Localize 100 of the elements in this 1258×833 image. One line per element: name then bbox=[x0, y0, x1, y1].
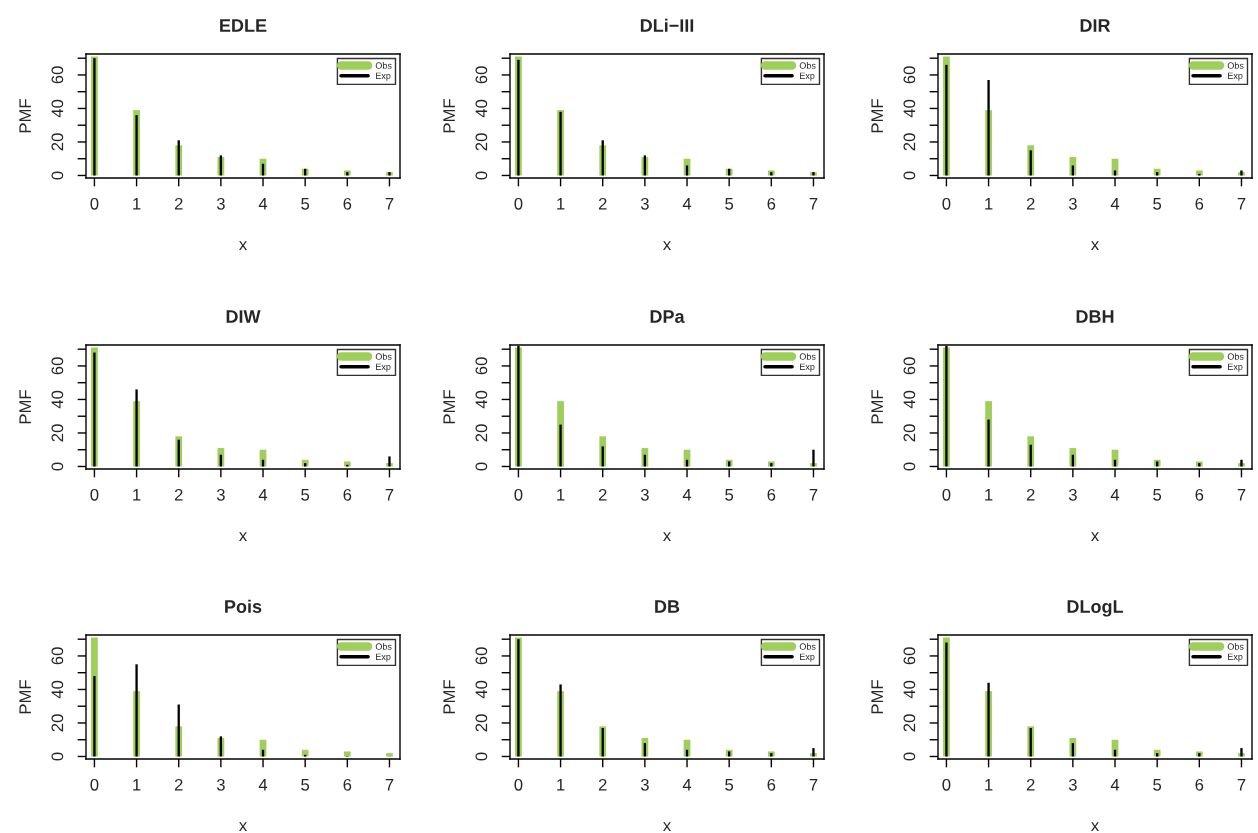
x-tick-label: 1 bbox=[133, 489, 141, 501]
bar bbox=[301, 749, 309, 757]
x-tick-label: 2 bbox=[598, 778, 607, 791]
legend-label: Exp bbox=[376, 363, 391, 372]
chart-title: DLogL bbox=[1067, 600, 1124, 617]
y-axis-title: PMF bbox=[443, 680, 455, 714]
x-tick-label: 6 bbox=[343, 488, 352, 501]
bar bbox=[388, 456, 391, 467]
bar bbox=[1240, 459, 1243, 467]
legend-label: Obs bbox=[375, 62, 392, 69]
chart-title: DLi−III bbox=[640, 18, 694, 32]
bar bbox=[987, 419, 990, 467]
y-tick-label: 60 bbox=[903, 357, 916, 375]
x-tick-label: 3 bbox=[216, 488, 225, 501]
y-tick-label: 20 bbox=[475, 714, 488, 732]
legend-label: Obs bbox=[375, 353, 392, 360]
legend-label: Exp bbox=[376, 72, 391, 81]
y-axis-title: PMF bbox=[19, 390, 31, 424]
x-tick-label: 4 bbox=[682, 779, 692, 791]
y-axis-title: PMF bbox=[19, 680, 31, 714]
x-tick-label: 1 bbox=[985, 489, 993, 501]
legend-label: Exp bbox=[800, 653, 815, 662]
x-tick-label: 0 bbox=[90, 197, 99, 210]
bar bbox=[987, 682, 990, 757]
y-tick-label: 60 bbox=[51, 647, 64, 665]
legend-label: Exp bbox=[1228, 72, 1243, 81]
x-axis-title: x bbox=[663, 532, 671, 542]
legend-label: Obs bbox=[799, 62, 816, 69]
x-tick-label: 7 bbox=[809, 198, 818, 210]
y-tick-label: 60 bbox=[475, 66, 488, 84]
x-tick-label: 5 bbox=[725, 198, 734, 210]
x-tick-label: 5 bbox=[1153, 198, 1162, 210]
y-tick-label: 60 bbox=[51, 357, 64, 375]
x-tick-label: 0 bbox=[514, 197, 523, 210]
x-tick-label: 7 bbox=[1237, 198, 1246, 210]
x-tick-label: 7 bbox=[809, 489, 818, 501]
bar bbox=[812, 748, 815, 757]
y-tick-label: 40 bbox=[475, 99, 488, 118]
x-tick-label: 1 bbox=[133, 779, 141, 791]
x-tick-label: 7 bbox=[385, 779, 394, 791]
x-axis-title: x bbox=[1091, 822, 1099, 832]
x-tick-label: 0 bbox=[90, 488, 99, 501]
chart-title: EDLE bbox=[220, 19, 267, 32]
bar bbox=[135, 389, 138, 467]
x-axis-title: x bbox=[1091, 241, 1099, 251]
y-tick-label: 60 bbox=[475, 647, 488, 665]
bar bbox=[945, 642, 948, 757]
y-tick-label: 20 bbox=[903, 424, 916, 442]
x-tick-label: 1 bbox=[985, 779, 993, 791]
x-tick-label: 3 bbox=[216, 197, 225, 210]
x-tick-label: 7 bbox=[1237, 779, 1246, 791]
x-tick-label: 5 bbox=[301, 779, 310, 791]
y-axis-title: PMF bbox=[19, 99, 31, 133]
x-tick-label: 3 bbox=[640, 778, 649, 791]
chart-title: DB bbox=[655, 600, 680, 613]
y-tick-label: 0 bbox=[51, 462, 64, 471]
y-tick-label: 40 bbox=[903, 99, 916, 118]
bar bbox=[945, 64, 948, 176]
x-axis-title: x bbox=[663, 822, 671, 832]
x-tick-label: 1 bbox=[557, 489, 565, 501]
bar bbox=[343, 751, 351, 757]
x-tick-label: 3 bbox=[640, 488, 649, 501]
legend-label: Obs bbox=[375, 643, 392, 650]
y-tick-label: 0 bbox=[903, 171, 916, 180]
y-tick-label: 40 bbox=[51, 680, 64, 699]
x-tick-label: 3 bbox=[1068, 197, 1077, 210]
y-tick-label: 20 bbox=[475, 133, 488, 151]
x-tick-label: 6 bbox=[767, 778, 776, 791]
y-tick-label: 40 bbox=[51, 390, 64, 409]
x-axis-title: x bbox=[239, 822, 247, 832]
legend-label: Obs bbox=[1227, 353, 1244, 360]
bar bbox=[93, 352, 96, 467]
x-tick-label: 6 bbox=[343, 197, 352, 210]
x-tick-label: 7 bbox=[385, 198, 394, 210]
x-tick-label: 5 bbox=[725, 489, 734, 501]
x-tick-label: 5 bbox=[301, 198, 310, 210]
y-tick-label: 40 bbox=[475, 680, 488, 699]
x-axis-title: x bbox=[239, 532, 247, 542]
x-tick-label: 0 bbox=[942, 778, 951, 791]
y-tick-label: 40 bbox=[51, 99, 64, 118]
x-tick-label: 4 bbox=[258, 198, 268, 210]
bar bbox=[812, 449, 815, 467]
legend-label: Obs bbox=[799, 353, 816, 360]
legend-label: Exp bbox=[376, 653, 391, 662]
x-tick-label: 3 bbox=[1068, 778, 1077, 791]
x-tick-label: 5 bbox=[301, 489, 310, 501]
x-tick-label: 3 bbox=[640, 197, 649, 210]
y-tick-label: 20 bbox=[51, 714, 64, 732]
x-tick-label: 4 bbox=[1110, 489, 1120, 501]
x-tick-label: 0 bbox=[942, 488, 951, 501]
bar bbox=[559, 684, 562, 757]
x-tick-label: 7 bbox=[809, 779, 818, 791]
y-tick-label: 0 bbox=[903, 462, 916, 471]
x-tick-label: 4 bbox=[258, 779, 268, 791]
x-tick-label: 0 bbox=[90, 778, 99, 791]
x-tick-label: 6 bbox=[1195, 197, 1204, 210]
chart-title: DIW bbox=[226, 310, 261, 323]
chart-title: DBH bbox=[1076, 310, 1114, 323]
y-tick-label: 0 bbox=[475, 171, 488, 180]
x-tick-label: 6 bbox=[1195, 778, 1204, 791]
